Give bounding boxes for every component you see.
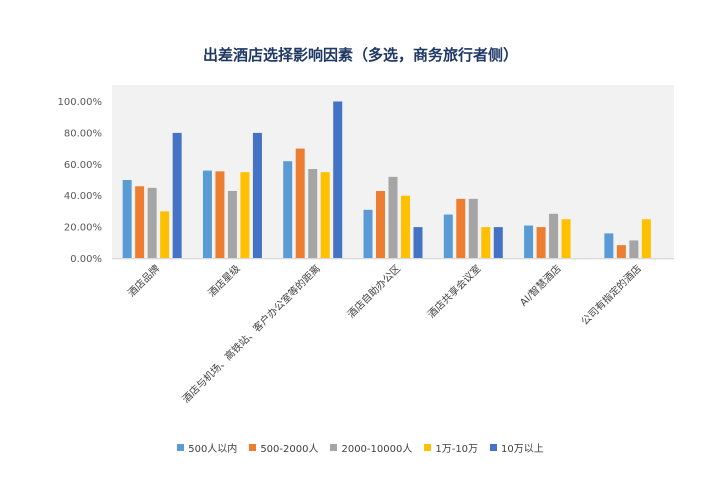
bars-group <box>122 101 651 259</box>
bar <box>536 227 546 259</box>
legend: 500人以内 500-2000人 2000-10000人 1万-10万 10万以上 <box>0 440 721 455</box>
x-tick-label: 酒店品牌 <box>125 262 162 299</box>
y-tick-label: 20.00% <box>64 223 102 234</box>
bar <box>604 233 614 259</box>
bar <box>333 101 343 259</box>
legend-swatch <box>177 444 185 451</box>
bar <box>376 190 385 259</box>
bar <box>283 161 293 259</box>
legend-item: 500-2000人 <box>249 440 318 455</box>
legend-swatch <box>490 444 498 451</box>
bar <box>147 187 157 259</box>
legend-label: 10万以上 <box>501 444 544 455</box>
x-tick-label: AI/智慧酒店 <box>517 262 564 309</box>
y-tick-label: 0.00% <box>70 254 102 265</box>
bar <box>388 176 398 259</box>
x-tick-label: 公司有指定的酒店 <box>578 262 644 328</box>
bar <box>413 227 423 259</box>
bar <box>172 132 182 259</box>
bar <box>215 171 225 259</box>
y-tick-label: 100.00% <box>58 97 103 108</box>
legend-label: 2000-10000人 <box>341 444 413 455</box>
legend-item: 500人以内 <box>177 440 237 455</box>
bar <box>641 219 651 259</box>
bar <box>363 209 373 259</box>
bar <box>524 225 534 259</box>
bar <box>227 190 237 259</box>
bar <box>308 169 318 259</box>
bar <box>202 170 212 259</box>
legend-swatch <box>249 444 257 451</box>
bar <box>616 245 626 259</box>
x-tick-label: 酒店与机场、高铁站、客户办公室等的距离 <box>179 262 323 406</box>
bar <box>456 198 466 259</box>
legend-label: 1万-10万 <box>435 444 479 455</box>
chart-title: 出差酒店选择影响因素（多选，商务旅行者侧） <box>202 46 518 64</box>
legend-item: 2000-10000人 <box>330 440 412 455</box>
bar <box>481 227 491 259</box>
y-tick-label: 40.00% <box>64 191 102 202</box>
x-tick-label: 酒店星级 <box>205 262 242 299</box>
x-tick-label: 酒店自助办公区 <box>344 262 403 321</box>
bar <box>401 195 410 259</box>
bar <box>468 198 478 259</box>
bar <box>160 211 170 259</box>
bar <box>629 240 639 259</box>
bar <box>295 148 305 259</box>
bar <box>549 213 559 259</box>
legend-item: 1万-10万 <box>424 440 478 455</box>
bar <box>320 172 330 259</box>
legend-item: 10万以上 <box>490 440 544 455</box>
bar <box>240 172 250 259</box>
y-tick-label: 80.00% <box>64 128 102 139</box>
y-axis: 0.00% 20.00% 40.00% 60.00% 80.00% 100.00% <box>58 97 103 265</box>
legend-label: 500-2000人 <box>260 444 319 455</box>
bar <box>443 214 453 259</box>
legend-label: 500人以内 <box>188 444 238 455</box>
legend-swatch <box>330 444 338 451</box>
legend-swatch <box>424 444 432 451</box>
bar <box>122 180 132 259</box>
bar <box>135 186 145 259</box>
bar <box>493 227 503 259</box>
x-tick-label: 酒店共享会议室 <box>425 262 484 321</box>
bar <box>252 132 262 259</box>
bar <box>561 219 571 259</box>
y-tick-label: 60.00% <box>64 160 102 171</box>
